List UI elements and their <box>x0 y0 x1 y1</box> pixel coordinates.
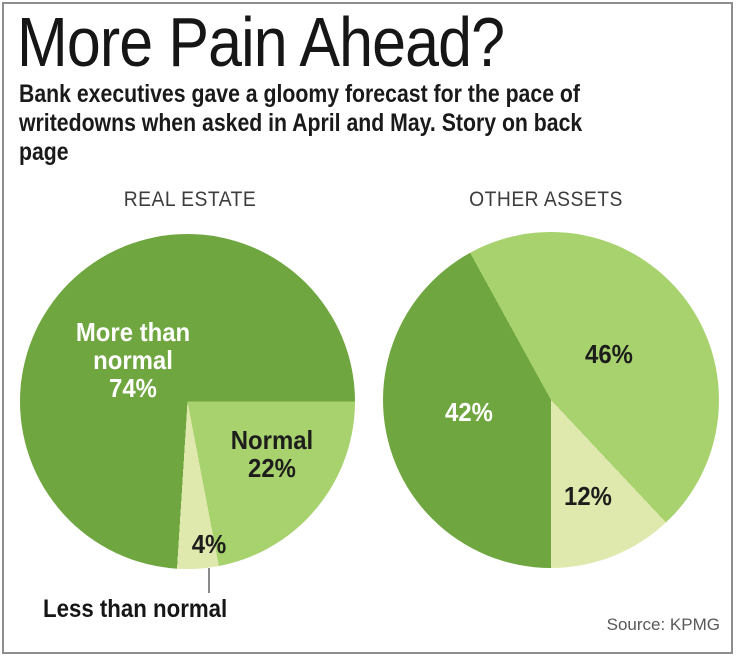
pie-title-other-assets: OTHER ASSETS <box>469 188 623 211</box>
page-title: More Pain Ahead? <box>17 3 505 81</box>
pie-chart-real-estate <box>20 234 355 569</box>
source-credit: Source: KPMG <box>606 615 720 634</box>
slice-label-less-than-normal-4: 4% <box>191 529 227 559</box>
callout-pointer-line <box>208 568 210 593</box>
slice-label-12: 12% <box>564 481 612 511</box>
page-subtitle: Bank executives gave a gloomy forecast f… <box>19 80 583 166</box>
pie-chart-other-assets <box>383 232 719 568</box>
slice-label-more-than-normal-74: More than normal 74% <box>75 317 191 403</box>
pie-title-real-estate: REAL ESTATE <box>123 188 257 211</box>
slice-label-42: 42% <box>445 397 493 427</box>
callout-less-than-normal: Less than normal <box>43 595 228 623</box>
slice-label-normal-22: Normal 22% <box>230 425 314 483</box>
slice-label-46: 46% <box>585 339 633 369</box>
